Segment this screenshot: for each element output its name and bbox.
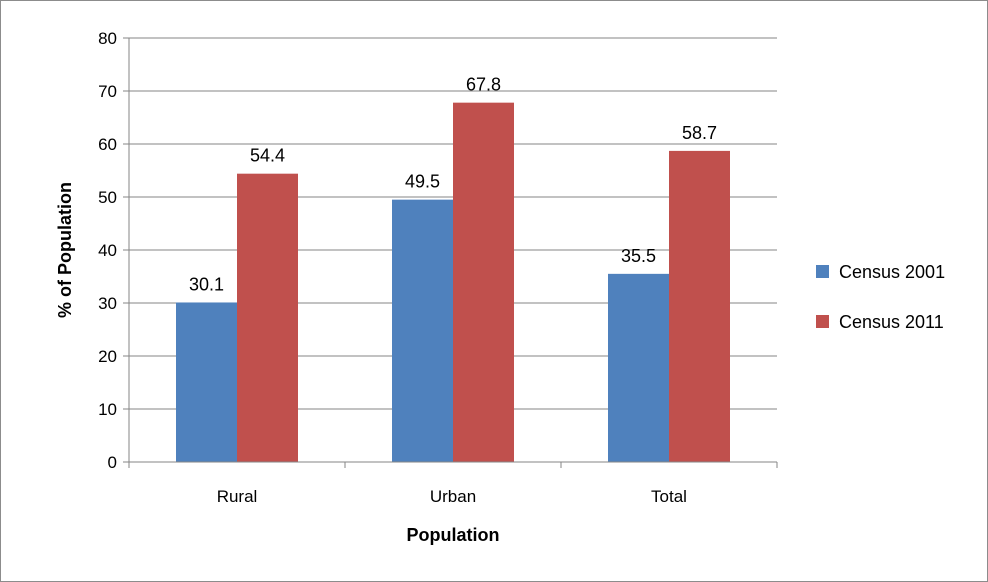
y-tick-label: 40: [98, 241, 117, 260]
y-tick-label: 10: [98, 400, 117, 419]
data-label: 67.8: [466, 75, 501, 95]
data-label: 35.5: [621, 246, 656, 266]
x-tick-label-rural: Rural: [217, 487, 258, 506]
bar-census-2011-rural: [237, 174, 298, 462]
bar-census-2001-total: [608, 274, 669, 462]
y-tick-label: 30: [98, 294, 117, 313]
y-tick-label: 80: [98, 29, 117, 48]
data-label: 58.7: [682, 123, 717, 143]
legend-swatch-census-2001: [816, 265, 829, 278]
legend: Census 2001 Census 2011: [816, 262, 945, 332]
y-tick-label: 70: [98, 82, 117, 101]
legend-swatch-census-2011: [816, 315, 829, 328]
y-tick-label: 0: [108, 453, 117, 472]
bar-census-2001-urban: [392, 200, 453, 462]
bar-census-2011-total: [669, 151, 730, 462]
bar-census-2011-urban: [453, 103, 514, 462]
bar-census-2001-rural: [176, 302, 237, 462]
data-label: 54.4: [250, 146, 285, 166]
x-axis-title: Population: [407, 525, 500, 545]
y-tick-label: 60: [98, 135, 117, 154]
y-tick-label: 20: [98, 347, 117, 366]
data-label: 30.1: [189, 274, 224, 294]
data-label: 49.5: [405, 172, 440, 192]
y-tick-label: 50: [98, 188, 117, 207]
legend-label-census-2011: Census 2011: [839, 312, 944, 332]
legend-label-census-2001: Census 2001: [839, 262, 945, 282]
x-tick-label-total: Total: [651, 487, 687, 506]
x-tick-label-urban: Urban: [430, 487, 476, 506]
y-axis-title: % of Population: [55, 182, 75, 318]
